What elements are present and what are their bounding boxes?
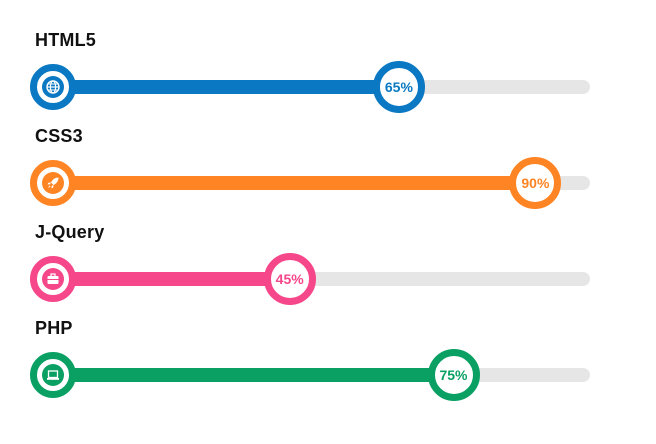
skill-jquery: J-Query 45% xyxy=(30,222,600,312)
skill-php: PHP 75% xyxy=(30,318,600,408)
skill-html5: HTML5 65% xyxy=(30,30,600,120)
skill-title: HTML5 xyxy=(35,30,96,50)
progress-percent: 45% xyxy=(275,271,304,287)
laptop-icon xyxy=(42,364,64,386)
progress-fill xyxy=(44,368,454,382)
briefcase-icon-circle xyxy=(30,256,76,302)
globe-icon xyxy=(42,76,64,98)
progress-fill xyxy=(44,80,399,94)
progress-fill xyxy=(44,176,536,190)
skill-title: CSS3 xyxy=(35,126,83,146)
progress-percent: 75% xyxy=(439,367,468,383)
progress-knob[interactable]: 90% xyxy=(509,157,562,209)
globe-icon-circle xyxy=(30,64,76,110)
progress-knob[interactable]: 75% xyxy=(427,349,480,401)
laptop-icon-circle xyxy=(30,352,76,398)
rocket-icon xyxy=(42,172,64,194)
progress-knob[interactable]: 65% xyxy=(372,61,425,113)
skill-css3: CSS3 90% xyxy=(30,126,600,216)
progress-fill xyxy=(44,272,290,286)
progress-percent: 65% xyxy=(384,79,413,95)
rocket-icon-circle xyxy=(30,160,76,206)
progress-percent: 90% xyxy=(521,175,550,191)
skill-title: J-Query xyxy=(35,222,105,242)
progress-knob[interactable]: 45% xyxy=(263,253,316,305)
briefcase-icon xyxy=(42,268,64,290)
skill-title: PHP xyxy=(35,318,73,338)
